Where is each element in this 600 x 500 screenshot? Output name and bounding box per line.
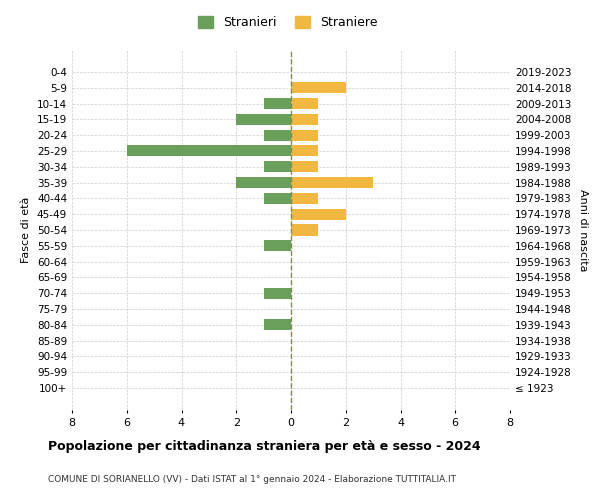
Bar bbox=[291, 177, 373, 188]
Y-axis label: Anni di nascita: Anni di nascita bbox=[578, 188, 588, 271]
Bar bbox=[291, 114, 319, 125]
Bar bbox=[127, 146, 291, 156]
Text: COMUNE DI SORIANELLO (VV) - Dati ISTAT al 1° gennaio 2024 - Elaborazione TUTTITA: COMUNE DI SORIANELLO (VV) - Dati ISTAT a… bbox=[48, 475, 456, 484]
Bar bbox=[291, 82, 346, 93]
Legend: Stranieri, Straniere: Stranieri, Straniere bbox=[193, 11, 383, 34]
Bar bbox=[236, 177, 291, 188]
Y-axis label: Fasce di età: Fasce di età bbox=[22, 197, 31, 263]
Bar bbox=[263, 98, 291, 109]
Bar bbox=[263, 161, 291, 172]
Bar bbox=[236, 114, 291, 125]
Text: Popolazione per cittadinanza straniera per età e sesso - 2024: Popolazione per cittadinanza straniera p… bbox=[48, 440, 481, 453]
Bar bbox=[263, 130, 291, 140]
Bar bbox=[263, 240, 291, 252]
Bar bbox=[263, 320, 291, 330]
Bar bbox=[263, 288, 291, 299]
Bar bbox=[291, 208, 346, 220]
Bar bbox=[291, 98, 319, 109]
Bar bbox=[291, 224, 319, 235]
Bar bbox=[291, 193, 319, 204]
Bar bbox=[263, 193, 291, 204]
Bar bbox=[291, 146, 319, 156]
Bar bbox=[291, 161, 319, 172]
Bar bbox=[291, 130, 319, 140]
